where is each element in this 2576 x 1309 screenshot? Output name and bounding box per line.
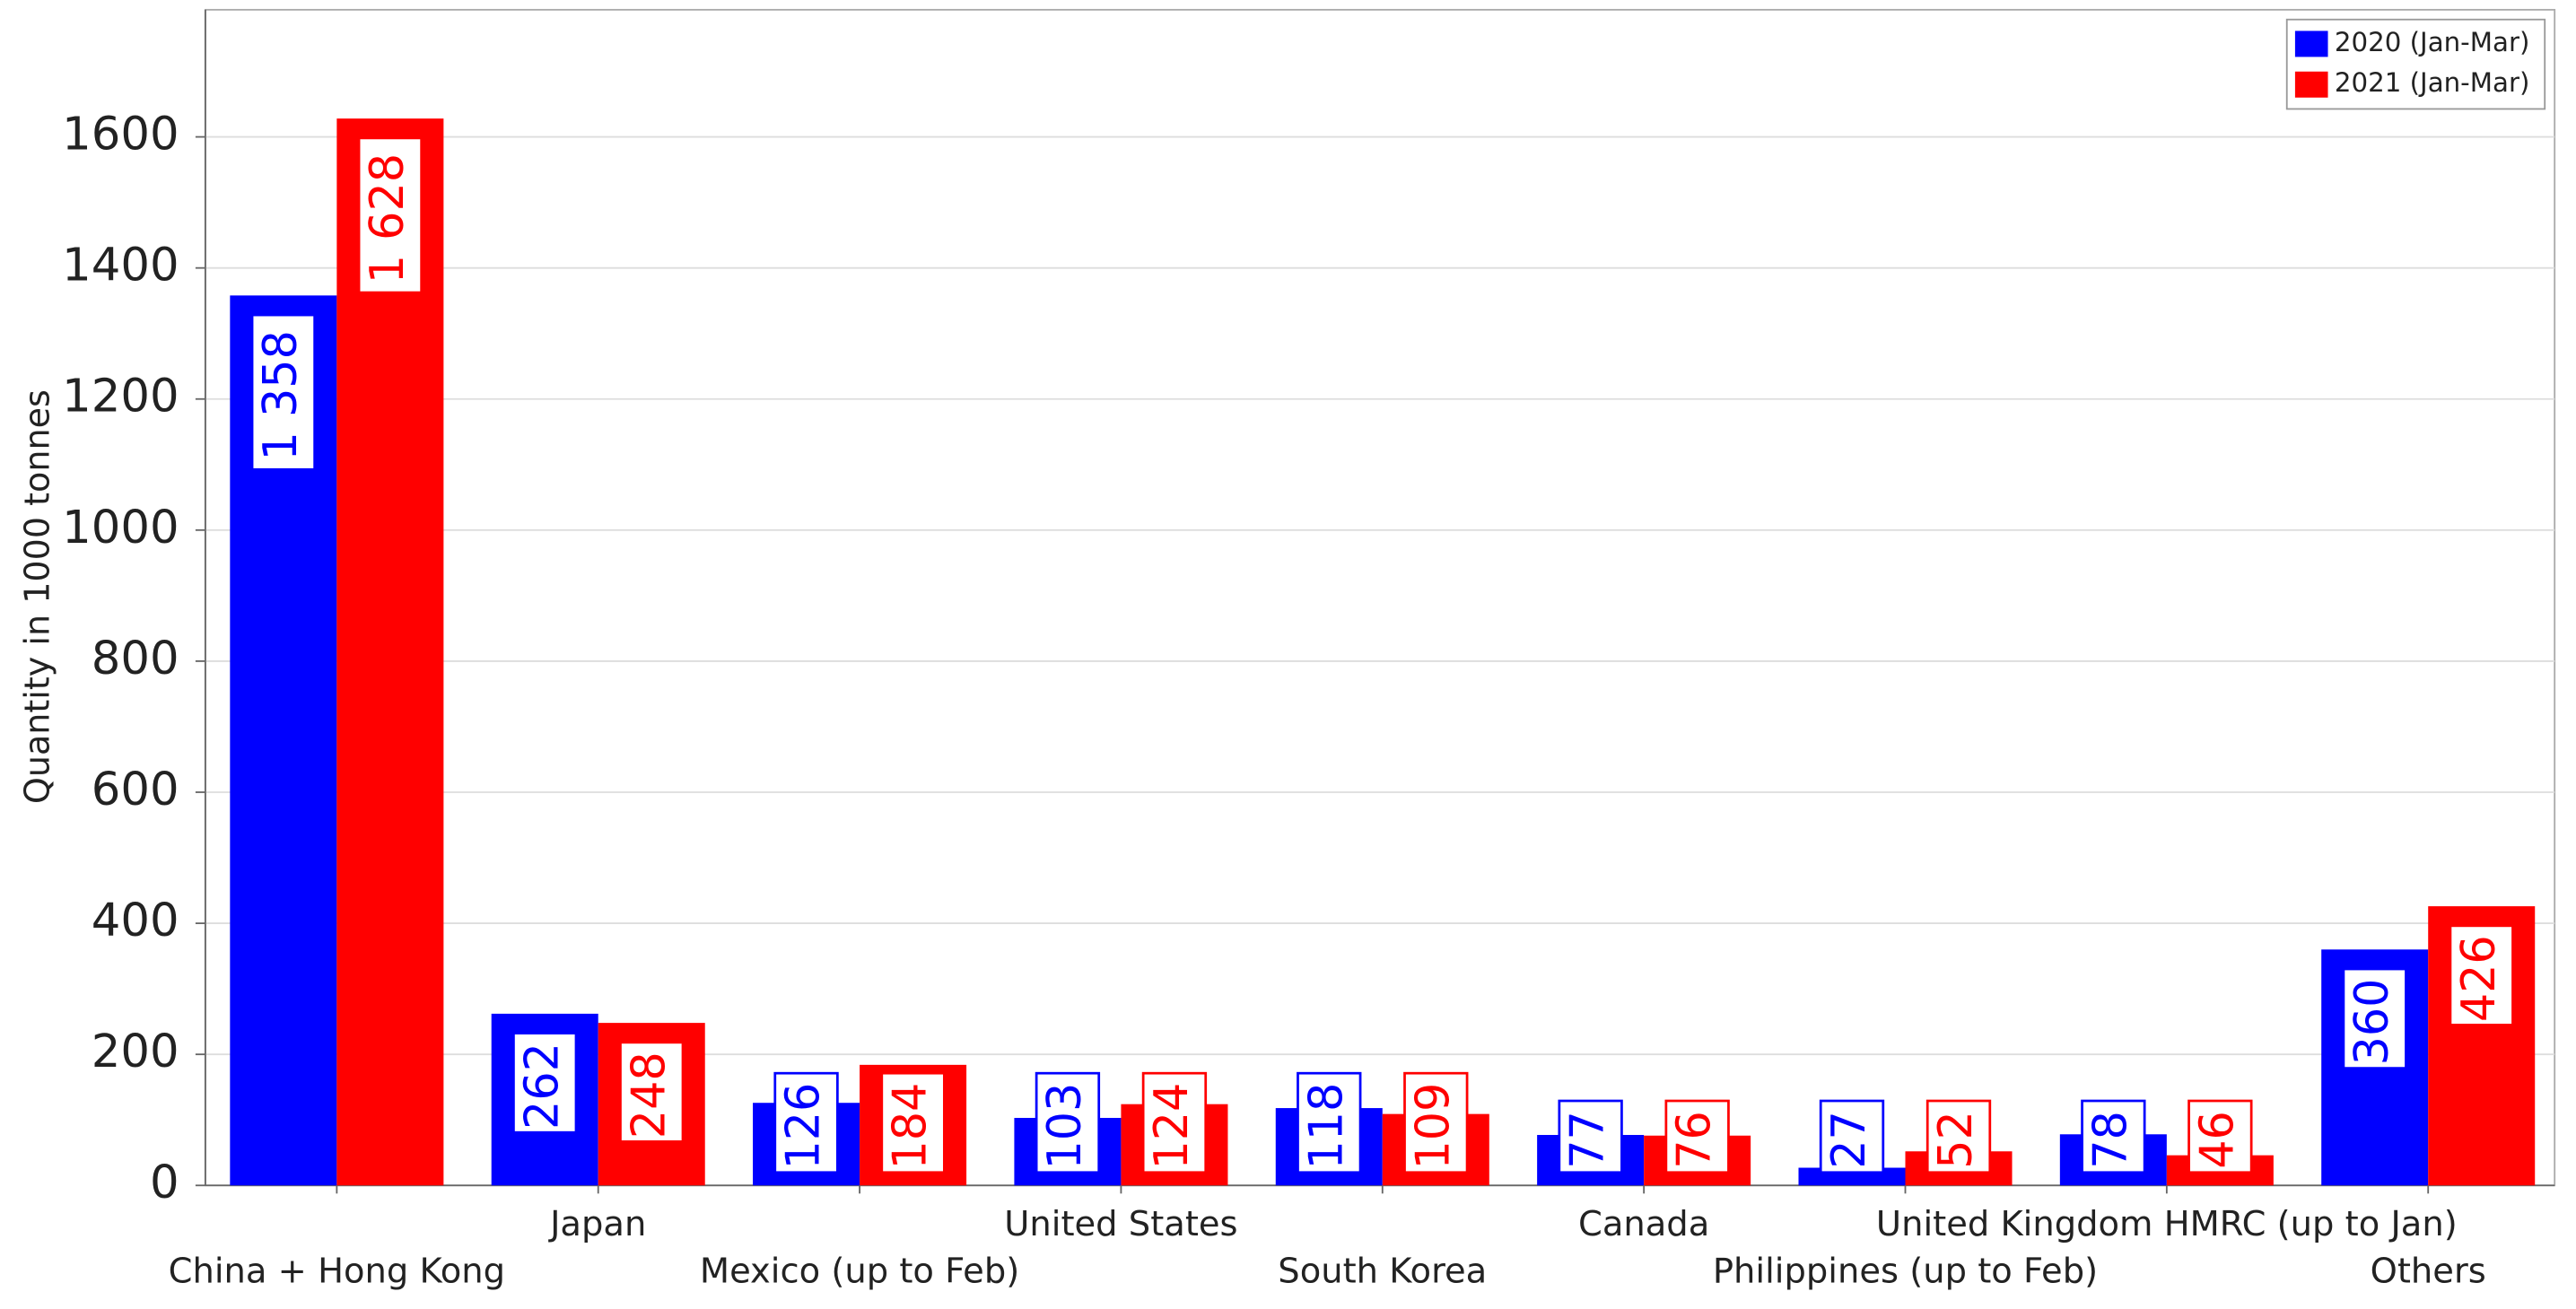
plot-area — [204, 8, 2556, 1187]
value-label-text: 360 — [2346, 979, 2399, 1066]
value-label-text: 1 628 — [362, 153, 415, 284]
value-label-box — [1035, 1071, 1101, 1174]
value-label: 46 — [2187, 1099, 2253, 1174]
value-label: 126 — [773, 1071, 839, 1174]
value-label-text: 46 — [2191, 1111, 2244, 1169]
value-label-box — [1925, 1099, 1992, 1174]
y-axis-label: Quantity in 1000 tonnes — [17, 389, 57, 804]
value-label-box — [250, 313, 317, 471]
value-label-box — [512, 1032, 578, 1134]
value-label-box — [1141, 1071, 1208, 1174]
value-label-box — [2449, 924, 2514, 1026]
value-label-box — [1664, 1099, 1730, 1174]
legend-swatch — [2294, 71, 2328, 98]
value-label-text: 77 — [1561, 1111, 1614, 1169]
value-label: 27 — [1819, 1099, 1885, 1174]
value-label-box — [1403, 1071, 1469, 1174]
value-label-text: 426 — [2453, 935, 2506, 1022]
x-tick-label: United Kingdom HMRC (up to Jan) — [1876, 1204, 2458, 1244]
value-label: 248 — [619, 1041, 685, 1143]
value-label-box — [2342, 967, 2407, 1069]
x-tick-label: Canada — [1578, 1204, 1709, 1244]
x-tick-label: South Korea — [1278, 1252, 1487, 1292]
legend-label: 2020 (Jan-Mar) — [2335, 27, 2530, 57]
value-label: 77 — [1558, 1099, 1623, 1174]
value-label-box — [1819, 1099, 1885, 1174]
value-label-text: 124 — [1146, 1083, 1199, 1170]
x-tick-label: Philippines (up to Feb) — [1713, 1252, 2098, 1292]
y-tick-label: 1000 — [62, 502, 179, 554]
value-label-box — [773, 1071, 839, 1174]
value-label: 1 358 — [250, 313, 317, 471]
value-label: 262 — [512, 1032, 578, 1134]
x-tick-label: Others — [2371, 1252, 2486, 1292]
legend-box — [2285, 18, 2546, 110]
y-tick-label: 1200 — [62, 371, 179, 423]
y-tick-label: 200 — [92, 1025, 179, 1078]
x-tick-label: China + Hong Kong — [169, 1252, 505, 1292]
y-tick-label: 800 — [92, 633, 179, 685]
value-label: 184 — [880, 1071, 946, 1174]
y-tick-label: 600 — [92, 764, 179, 816]
value-label-text: 248 — [623, 1052, 676, 1139]
value-label-box — [2187, 1099, 2253, 1174]
value-label-text: 52 — [1930, 1111, 1983, 1169]
x-tick-label: Japan — [548, 1204, 646, 1244]
value-label-text: 1 358 — [255, 330, 308, 460]
value-label: 78 — [2081, 1099, 2146, 1174]
legend-swatch — [2294, 31, 2328, 57]
value-label-text: 262 — [516, 1043, 569, 1130]
value-label-text: 126 — [777, 1083, 830, 1170]
value-label: 426 — [2449, 924, 2514, 1026]
value-label-text: 76 — [1668, 1111, 1721, 1169]
value-label: 76 — [1664, 1099, 1730, 1174]
x-tick-label: United States — [1004, 1204, 1237, 1244]
y-tick-label: 1400 — [62, 240, 179, 292]
value-label: 52 — [1925, 1099, 1992, 1174]
value-label-text: 103 — [1039, 1083, 1092, 1170]
value-label-text: 118 — [1300, 1083, 1353, 1170]
value-label-box — [357, 136, 424, 294]
value-label-text: 27 — [1823, 1111, 1876, 1169]
value-label-text: 184 — [884, 1083, 937, 1170]
legend-label: 2021 (Jan-Mar) — [2335, 67, 2530, 98]
value-label-box — [2081, 1099, 2146, 1174]
value-label-text: 109 — [1407, 1083, 1460, 1170]
value-label-box — [1297, 1071, 1362, 1174]
legend: 2020 (Jan-Mar) 2021 (Jan-Mar) — [2285, 18, 2546, 110]
bar — [336, 118, 444, 1186]
value-label-box — [880, 1071, 946, 1174]
y-tick-label: 1600 — [62, 109, 179, 161]
value-label: 109 — [1403, 1071, 1469, 1174]
value-label-text: 78 — [2084, 1111, 2137, 1169]
value-label: 360 — [2342, 967, 2407, 1069]
value-label: 124 — [1141, 1071, 1208, 1174]
y-tick-label: 0 — [150, 1156, 179, 1209]
x-tick-label: Mexico (up to Feb) — [700, 1252, 1019, 1292]
value-label-box — [619, 1041, 685, 1143]
y-tick-label: 400 — [92, 894, 179, 947]
value-label: 103 — [1035, 1071, 1101, 1174]
value-label: 118 — [1297, 1071, 1362, 1174]
value-label: 1 628 — [357, 136, 424, 294]
value-label-box — [1558, 1099, 1623, 1174]
